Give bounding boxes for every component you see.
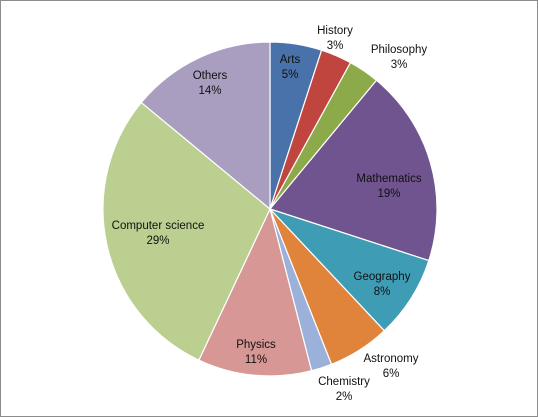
slice-label-history: History <box>317 25 353 37</box>
slice-label-others: Others <box>193 70 228 82</box>
slice-value-physics: 11% <box>245 354 267 366</box>
pie-slice-others <box>140 41 271 211</box>
slice-label-geography: Geography <box>354 271 411 283</box>
slice-value-computer-science: 29% <box>146 235 169 247</box>
slice-value-others: 14% <box>198 85 221 97</box>
slice-value-arts: 5% <box>282 69 299 81</box>
pie-labels: Arts 5% History 3% Philosophy 3% Mathematics 19… <box>112 25 428 403</box>
slice-label-arts: Arts <box>280 54 301 66</box>
pie-slice-computer-science <box>102 101 271 361</box>
slice-label-computer-science: Computer science <box>112 220 205 232</box>
slice-value-astronomy: 6% <box>383 368 400 380</box>
slice-label-physics: Physics <box>236 339 276 351</box>
slice-value-geography: 8% <box>374 286 391 298</box>
pie-slices <box>102 41 438 377</box>
slice-value-history: 3% <box>327 40 344 52</box>
slice-label-chemistry: Chemistry <box>318 376 370 388</box>
slice-label-astronomy: Astronomy <box>364 353 419 365</box>
slice-value-philosophy: 3% <box>391 59 408 71</box>
slice-label-mathematics: Mathematics <box>356 173 421 185</box>
slice-label-philosophy: Philosophy <box>371 44 428 56</box>
pie-slice-physics <box>198 207 313 377</box>
slice-value-chemistry: 2% <box>336 391 353 403</box>
slice-value-mathematics: 19% <box>377 188 400 200</box>
pie-slice-mathematics <box>268 79 438 262</box>
